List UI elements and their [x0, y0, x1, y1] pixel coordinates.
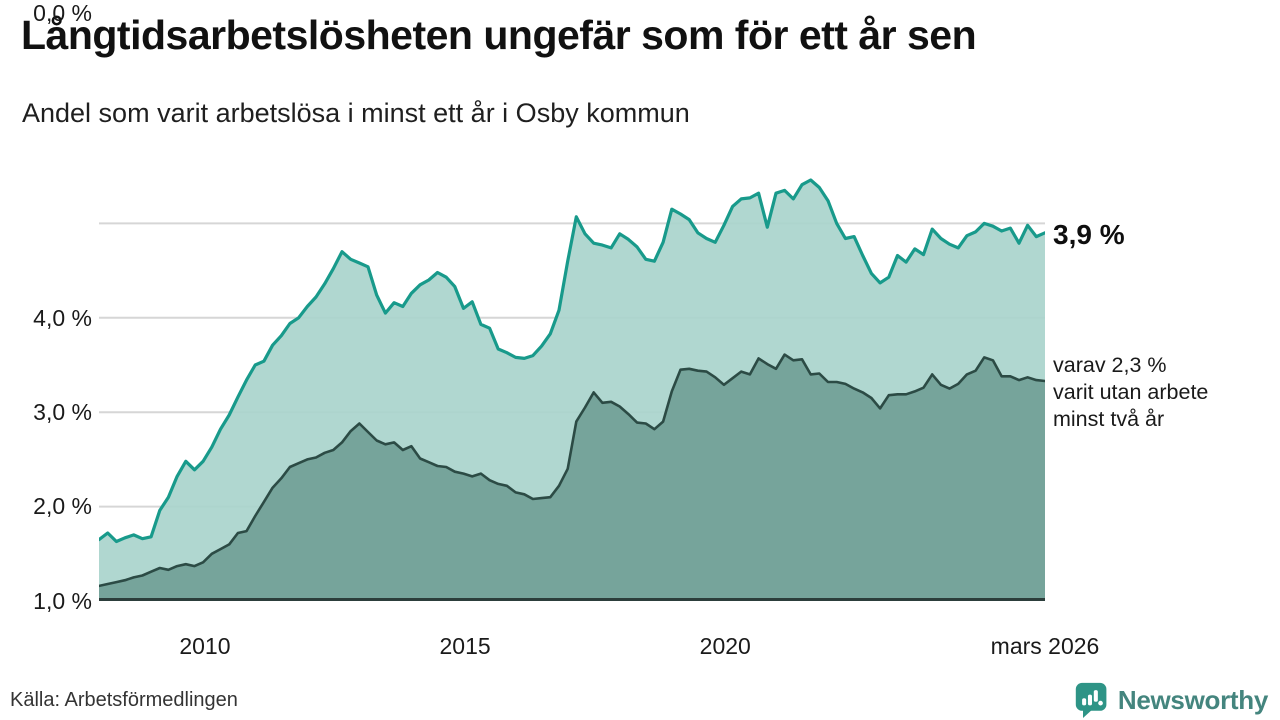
- series-area-2yr: [99, 354, 1045, 601]
- newsworthy-logo: Newsworthy: [1074, 681, 1268, 719]
- y-axis-label: 2,0 %: [33, 493, 92, 519]
- area-chart: [99, 178, 1045, 601]
- secondary-annotation: varav 2,3 % varit utan arbete minst två …: [1053, 352, 1208, 433]
- y-axis-label: 4,0 %: [33, 305, 92, 331]
- chart-subtitle: Andel som varit arbetslösa i minst ett å…: [22, 98, 690, 128]
- newsworthy-wordmark: Newsworthy: [1117, 684, 1268, 715]
- x-axis-label: mars 2026: [990, 633, 1100, 659]
- x-axis-label: 2010: [179, 633, 231, 659]
- x-axis-label: 2020: [699, 633, 751, 659]
- secondary-annotation-line: varav 2,3 %: [1053, 353, 1167, 377]
- y-axis-label: 1,0 %: [33, 588, 92, 614]
- secondary-annotation-line: minst två år: [1053, 407, 1165, 431]
- series-line-1yr: [99, 178, 1045, 544]
- series-line-2yr: [99, 353, 1045, 588]
- end-value-label: 3,9 %: [1053, 219, 1125, 250]
- newsworthy-icon: [1075, 682, 1107, 718]
- y-axis-label: 3,0 %: [33, 399, 92, 425]
- x-axis-label: 2015: [439, 633, 491, 659]
- page-title: Långtidsarbetslösheten ungefär som för e…: [21, 12, 977, 58]
- source-note: Källa: Arbetsförmedlingen: [10, 689, 238, 711]
- secondary-annotation-line: varit utan arbete: [1053, 380, 1209, 404]
- y-axis-label: 0,0 %: [33, 0, 92, 26]
